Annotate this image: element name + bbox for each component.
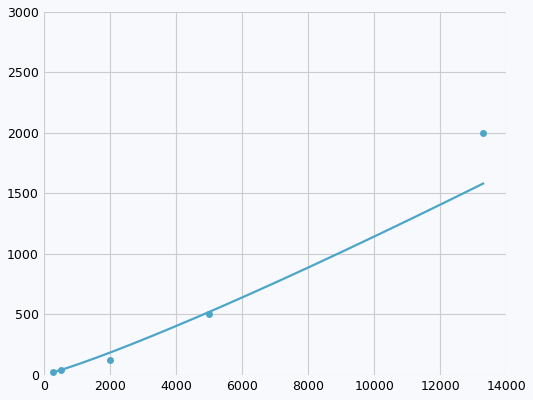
Point — [49, 369, 57, 375]
Point — [479, 130, 487, 136]
Point — [106, 357, 115, 363]
Point — [205, 311, 214, 317]
Point — [56, 366, 65, 373]
